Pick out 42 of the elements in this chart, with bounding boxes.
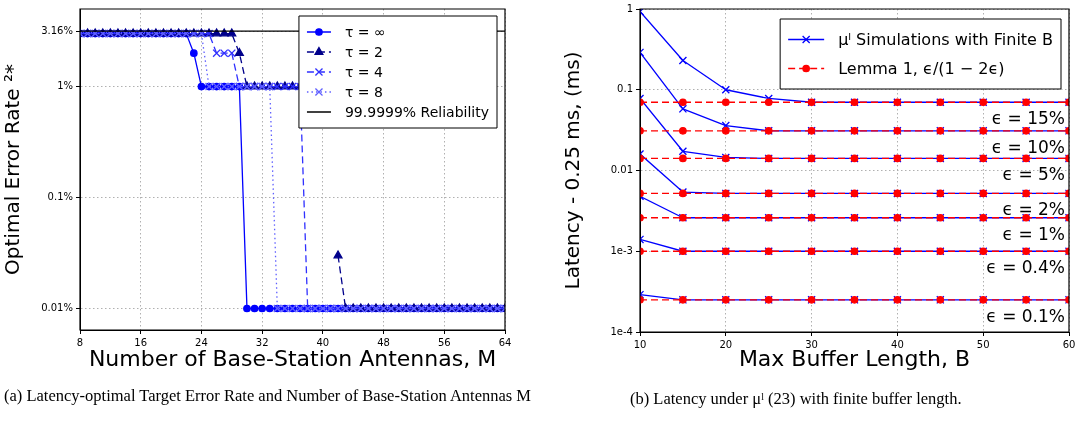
y-tick-label: 1e-3 <box>610 244 633 256</box>
annotation: ϵ = 0.1% <box>986 305 1065 326</box>
annotation: ϵ = 10% <box>991 136 1065 157</box>
x-axis-title: Number of Base-Station Antennas, M <box>88 345 497 371</box>
annotation: ϵ = 5% <box>1002 164 1065 185</box>
y-tick-label: 0.1% <box>47 191 73 203</box>
annotation: ϵ = 2% <box>1002 199 1065 220</box>
x-tick-label: 30 <box>805 338 818 350</box>
y-tick-label: 0.1 <box>617 83 633 95</box>
text: (b) Latency under μˡ (23) with finite buffer length. <box>630 388 963 410</box>
y-tick-label: 3.16% <box>41 24 73 36</box>
legend-label: Lemma 1, ϵ/(1 − 2ϵ) <box>838 58 1005 78</box>
y-tick-label: 1% <box>57 80 73 92</box>
annotation: ϵ = 1% <box>1002 223 1065 244</box>
legend-label: τ = 4 <box>344 63 384 80</box>
annotation: ϵ = 0.4% <box>986 257 1065 278</box>
x-tick-label: 50 <box>976 338 990 350</box>
x-tick-label: 24 <box>195 336 208 348</box>
x-tick-label: 10 <box>633 338 647 350</box>
legend-label: μˡ Simulations with Finite B <box>838 29 1054 49</box>
x-tick-label: 20 <box>719 338 733 350</box>
y-tick-label: 1e-4 <box>610 325 633 337</box>
legend-label: 99.9999% Reliability <box>344 103 489 120</box>
legend-label: τ = 8 <box>344 83 383 100</box>
y-axis-title: Latency - 0.25 ms, (ms) <box>560 51 585 290</box>
x-tick-label: 32 <box>255 336 269 348</box>
text: (a) Latency-optimal Target Error Rate and Number of Base-Station Antennas M <box>4 385 532 407</box>
y-tick-label: 0.01% <box>41 302 73 314</box>
annotation: ϵ = 15% <box>991 108 1065 129</box>
x-tick-label: 16 <box>134 336 148 348</box>
x-tick-label: 56 <box>437 336 451 348</box>
y-tick-label: 0.01 <box>610 164 633 176</box>
legend-label: τ = ∞ <box>344 23 386 40</box>
y-tick-label: 1 <box>626 2 633 14</box>
x-tick-label: 60 <box>1062 338 1076 350</box>
x-tick-label: 8 <box>76 336 84 348</box>
x-tick-label: 48 <box>377 336 390 348</box>
y-axis-title: Optimal Error Rate ²* <box>0 64 25 275</box>
x-tick-label: 64 <box>498 336 512 348</box>
legend-label: τ = 2 <box>344 43 383 60</box>
x-tick-label: 40 <box>316 336 330 348</box>
x-tick-label: 40 <box>891 338 904 350</box>
